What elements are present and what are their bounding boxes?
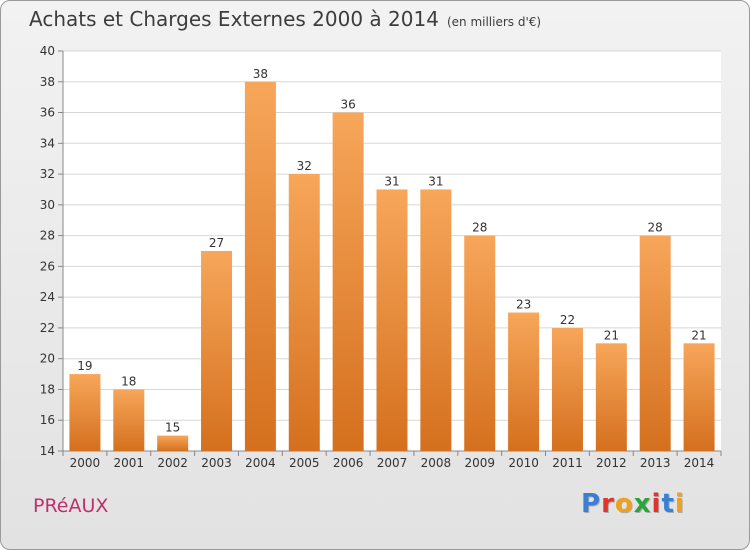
x-tick-label: 2008 — [421, 456, 452, 470]
bar — [113, 389, 145, 451]
bar-value-label: 22 — [560, 313, 575, 327]
x-tick-label: 2014 — [684, 456, 715, 470]
logo-letter: P — [581, 489, 602, 519]
bar — [201, 251, 233, 451]
bar-value-label: 19 — [77, 359, 92, 373]
bar — [595, 343, 627, 451]
y-tick-label: 36 — [40, 106, 55, 120]
bar-value-label: 23 — [516, 298, 531, 312]
bar — [288, 174, 320, 452]
y-tick-label: 26 — [40, 259, 55, 273]
x-tick-label: 2013 — [640, 456, 671, 470]
bar-value-label: 21 — [604, 328, 619, 342]
x-tick-label: 2007 — [377, 456, 408, 470]
x-tick-label: 2004 — [245, 456, 276, 470]
y-tick-label: 16 — [40, 413, 55, 427]
y-tick-label: 28 — [40, 229, 55, 243]
chart-subtitle: (en milliers d'€) — [446, 15, 542, 29]
y-tick-label: 14 — [40, 444, 55, 458]
y-tick-label: 34 — [40, 136, 55, 150]
y-tick-label: 18 — [40, 382, 55, 396]
x-tick-label: 2011 — [552, 456, 583, 470]
bar-value-label: 38 — [253, 67, 268, 81]
bar — [420, 189, 452, 451]
town-name: PRéAUX — [33, 495, 109, 517]
bar-value-label: 27 — [209, 236, 224, 250]
y-tick-label: 20 — [40, 352, 55, 366]
proxiti-logo: Proxiti — [581, 489, 685, 519]
y-tick-label: 24 — [40, 290, 55, 304]
y-tick-label: 40 — [40, 44, 55, 58]
y-tick-label: 30 — [40, 198, 55, 212]
x-tick-label: 2001 — [114, 456, 145, 470]
logo-letter: r — [601, 489, 615, 519]
bar — [157, 435, 189, 451]
bar-value-label: 15 — [165, 421, 180, 435]
x-tick-label: 2000 — [70, 456, 101, 470]
chart-title: Achats et Charges Externes 2000 à 2014 (e… — [29, 7, 541, 31]
logo-letter: x — [633, 489, 652, 519]
x-tick-label: 2002 — [157, 456, 188, 470]
bar-value-label: 18 — [121, 374, 136, 388]
y-tick-label: 22 — [40, 321, 55, 335]
y-tick-label: 38 — [40, 75, 55, 89]
bar — [551, 327, 583, 451]
bar — [639, 235, 671, 451]
bar-value-label: 28 — [648, 221, 663, 235]
x-tick-label: 2003 — [201, 456, 232, 470]
chart-title-text: Achats et Charges Externes 2000 à 2014 — [29, 7, 439, 31]
logo-letter: o — [614, 489, 634, 519]
x-tick-label: 2006 — [333, 456, 364, 470]
bar-value-label: 36 — [340, 98, 355, 112]
bar-value-label: 31 — [384, 174, 399, 188]
bar — [508, 312, 540, 451]
bar-value-label: 31 — [428, 174, 443, 188]
bar — [464, 235, 496, 451]
bar-value-label: 21 — [691, 328, 706, 342]
bar-value-label: 32 — [297, 159, 312, 173]
bar — [244, 81, 276, 452]
x-tick-label: 2010 — [508, 456, 539, 470]
logo-letter: i — [674, 489, 685, 519]
logo-letter: t — [661, 489, 675, 519]
bar — [69, 374, 101, 451]
x-tick-label: 2005 — [289, 456, 320, 470]
x-tick-label: 2009 — [464, 456, 495, 470]
bar-value-label: 28 — [472, 221, 487, 235]
y-tick-label: 32 — [40, 167, 55, 181]
bar — [376, 189, 408, 451]
bar — [332, 112, 364, 452]
bar — [683, 343, 715, 451]
x-tick-label: 2012 — [596, 456, 627, 470]
logo-letter: i — [651, 489, 662, 519]
